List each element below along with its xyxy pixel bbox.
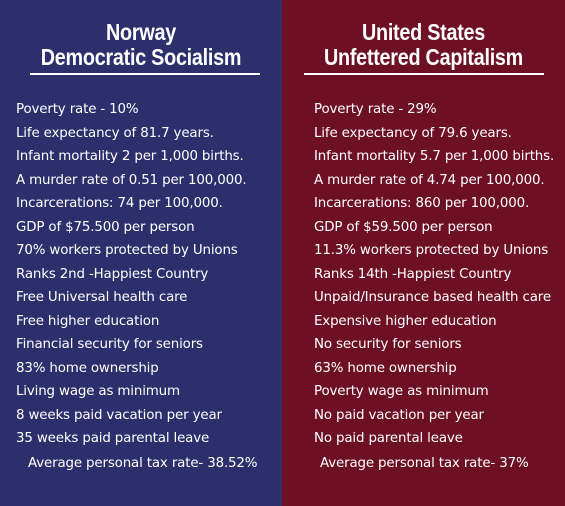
norway-subtitle: Democratic Socialism <box>40 44 242 70</box>
us-stat-item: No paid parental leave <box>314 431 463 446</box>
norway-stat-item: 8 weeks paid vacation per year <box>16 407 222 423</box>
norway-stat-item: A murder rate of 0.51 per 100,000. <box>16 172 247 188</box>
us-stat-item: Unpaid/Insurance based health care <box>314 290 551 305</box>
norway-stat-item: 83% home ownership <box>16 360 159 376</box>
norway-stat-item: Free higher education <box>16 313 160 329</box>
us-stats-list: Poverty rate - 29% Life expectancy of 79… <box>314 98 561 451</box>
us-stat-item: Expensive higher education <box>314 313 497 329</box>
us-stat-item: No paid vacation per year <box>314 407 484 423</box>
us-panel: United States Unfettered Capitalism Pove… <box>282 0 565 506</box>
us-stat-item: Ranks 14th -Happiest Country <box>314 266 512 282</box>
us-tax-rate: Average personal tax rate- 37% <box>320 456 529 471</box>
us-stat-item: Poverty wage as minimum <box>314 384 489 399</box>
us-title: United States <box>361 19 486 45</box>
norway-title: Norway <box>106 19 176 45</box>
us-stat-item: Infant mortality 5.7 per 1,000 births. <box>314 149 555 164</box>
norway-stat-item: Incarcerations: 74 per 100,000. <box>16 196 223 211</box>
norway-stat-item: Ranks 2nd -Happiest Country <box>16 266 209 282</box>
us-stat-item: Poverty rate - 29% <box>314 102 437 117</box>
norway-stat-item: Living wage as minimum <box>16 384 180 399</box>
us-heading: United States Unfettered Capitalism <box>302 20 545 70</box>
norway-stat-item: Infant mortality 2 per 1,000 births. <box>16 149 244 164</box>
us-stat-item: Incarcerations: 860 per 100,000. <box>314 196 530 211</box>
us-heading-underline <box>304 73 544 75</box>
norway-heading: Norway Democratic Socialism <box>20 20 263 70</box>
norway-panel: Norway Democratic Socialism Poverty rate… <box>0 0 282 506</box>
norway-stat-item: 70% workers protected by Unions <box>16 243 238 258</box>
us-subtitle: Unfettered Capitalism <box>323 44 524 70</box>
norway-stat-item: GDP of $75.500 per person <box>16 219 195 235</box>
norway-stats-list: Poverty rate - 10% Life expectancy of 81… <box>16 98 278 451</box>
us-stat-item: 11.3% workers protected by Unions <box>314 243 549 258</box>
norway-stat-item: 35 weeks paid parental leave <box>16 431 210 446</box>
us-stat-item: A murder rate of 4.74 per 100,000. <box>314 172 545 188</box>
norway-stat-item: Life expectancy of 81.7 years. <box>16 125 214 141</box>
us-stat-item: No security for seniors <box>314 337 462 352</box>
norway-heading-underline <box>30 73 260 75</box>
norway-stat-item: Financial security for seniors <box>16 337 203 352</box>
norway-stat-item: Poverty rate - 10% <box>16 102 139 117</box>
us-stat-item: Life expectancy of 79.6 years. <box>314 125 512 141</box>
norway-stat-item: Free Universal health care <box>16 290 188 305</box>
norway-tax-rate: Average personal tax rate- 38.52% <box>28 456 258 471</box>
us-stat-item: 63% home ownership <box>314 360 457 376</box>
us-stat-item: GDP of $59.500 per person <box>314 219 493 235</box>
